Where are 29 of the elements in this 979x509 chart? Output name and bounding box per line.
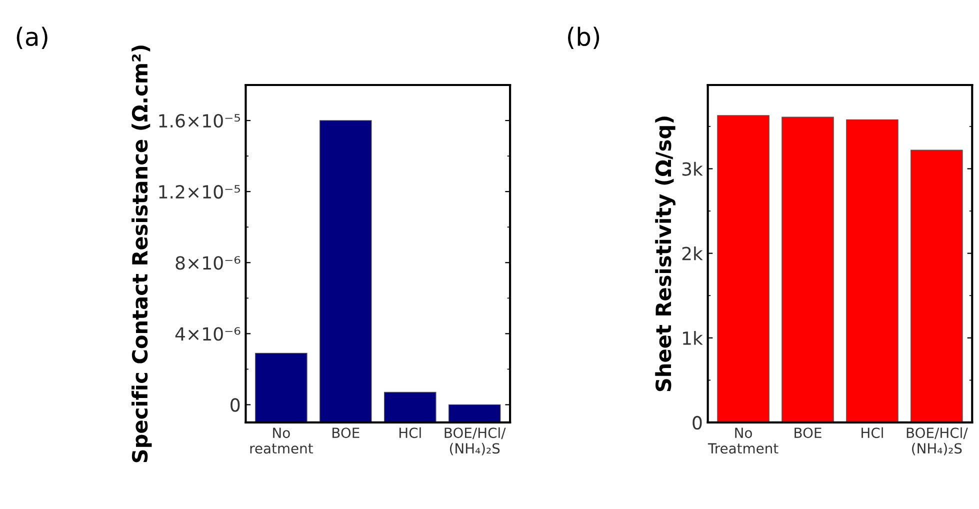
- bar: [384, 392, 436, 422]
- y-tick-label: 4×10⁻⁶: [175, 327, 240, 341]
- y-tick-label: 8×10⁻⁶: [176, 256, 240, 270]
- y-axis-title: Sheet Resistivity (Ω/sq): [655, 116, 676, 392]
- x-tick-label: HCl: [862, 427, 883, 438]
- x-tick-label: BOE: [332, 428, 360, 438]
- bar: [320, 120, 372, 422]
- bar: [910, 150, 963, 422]
- y-tick-label: 1.6×10⁻⁵: [159, 114, 240, 128]
- x-tick-label: BOE/HCl/ (NH₄)₂S: [906, 427, 968, 456]
- x-tick-label: No Treatment: [708, 428, 778, 454]
- text: (a): [16, 26, 48, 49]
- bar: [846, 119, 898, 422]
- x-tick-label: BOE: [794, 428, 822, 438]
- y-tick-label: 0: [230, 398, 240, 412]
- y-tick-label: 1.2×10⁻⁵: [159, 185, 240, 199]
- bar: [255, 352, 308, 422]
- x-tick-label: HCl: [399, 427, 421, 438]
- y-tick-label: 0: [692, 416, 702, 430]
- bar: [782, 116, 834, 422]
- y-axis-title: Specific Contact Resistance (Ω.cm²): [132, 46, 152, 462]
- x-tick-label: No reatment: [250, 428, 313, 454]
- bar: [717, 115, 770, 422]
- chart-title: (b): [568, 26, 600, 49]
- x-tick-label: BOE/HCl/ (NH₄)₂S: [444, 427, 506, 456]
- y-tick-label: 2k: [682, 246, 703, 260]
- y-tick-label: 1k: [682, 331, 703, 345]
- y-tick-label: 3k: [682, 162, 703, 176]
- bar: [448, 404, 501, 422]
